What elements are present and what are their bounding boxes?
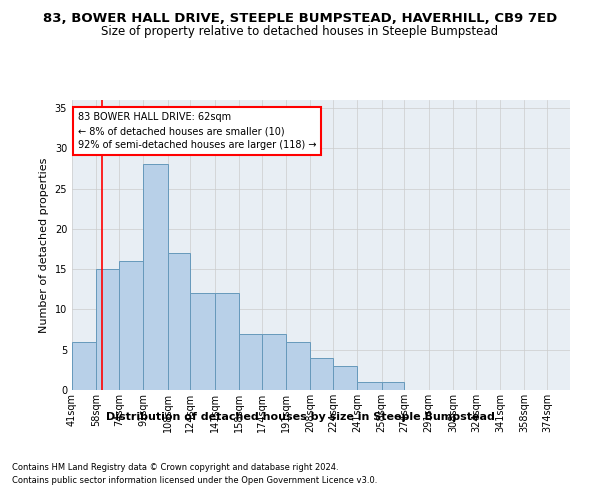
Text: 83, BOWER HALL DRIVE, STEEPLE BUMPSTEAD, HAVERHILL, CB9 7ED: 83, BOWER HALL DRIVE, STEEPLE BUMPSTEAD,… bbox=[43, 12, 557, 26]
Bar bbox=[358, 382, 382, 390]
Bar bbox=[119, 261, 143, 390]
Y-axis label: Number of detached properties: Number of detached properties bbox=[39, 158, 49, 332]
Bar bbox=[262, 334, 286, 390]
Bar bbox=[333, 366, 358, 390]
Bar bbox=[215, 294, 239, 390]
Bar bbox=[72, 342, 96, 390]
Bar bbox=[310, 358, 333, 390]
Text: 83 BOWER HALL DRIVE: 62sqm
← 8% of detached houses are smaller (10)
92% of semi-: 83 BOWER HALL DRIVE: 62sqm ← 8% of detac… bbox=[78, 112, 316, 150]
Text: Size of property relative to detached houses in Steeple Bumpstead: Size of property relative to detached ho… bbox=[101, 25, 499, 38]
Bar bbox=[286, 342, 310, 390]
Bar bbox=[143, 164, 167, 390]
Text: Contains HM Land Registry data © Crown copyright and database right 2024.: Contains HM Land Registry data © Crown c… bbox=[12, 464, 338, 472]
Bar bbox=[190, 294, 215, 390]
Text: Contains public sector information licensed under the Open Government Licence v3: Contains public sector information licen… bbox=[12, 476, 377, 485]
Bar bbox=[96, 269, 119, 390]
Bar bbox=[167, 253, 190, 390]
Bar bbox=[382, 382, 404, 390]
Bar bbox=[239, 334, 262, 390]
Text: Distribution of detached houses by size in Steeple Bumpstead: Distribution of detached houses by size … bbox=[106, 412, 494, 422]
